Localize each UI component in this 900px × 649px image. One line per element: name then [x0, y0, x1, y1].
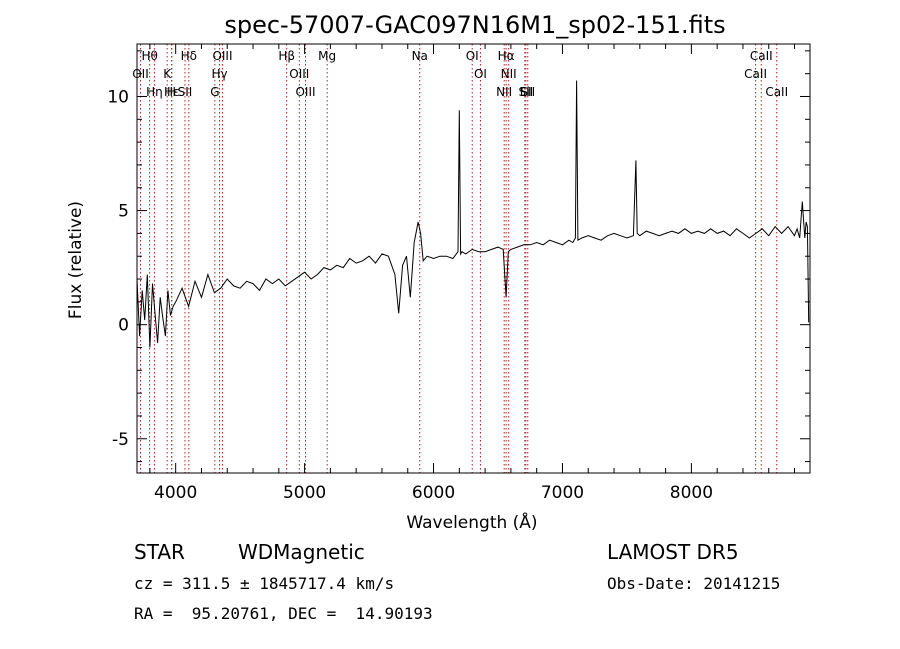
- object-subclass: WDMagnetic: [238, 540, 365, 564]
- plot-frame: [136, 43, 811, 474]
- coordinates: RA = 95.20761, DEC = 14.90193: [134, 604, 433, 623]
- line-marker-label: Mg: [318, 49, 336, 63]
- line-marker-label: CaII: [765, 85, 788, 99]
- line-marker-label: Hε: [164, 85, 180, 99]
- chart-title: spec-57007-GAC097N16M1_sp02-151.fits: [224, 11, 725, 39]
- x-tick-label: 6000: [412, 483, 455, 503]
- emission-line-markers: [139, 44, 778, 473]
- x-tick-label: 5000: [283, 483, 326, 503]
- x-axis-label: Wavelength (Å): [406, 511, 537, 533]
- line-marker-label: NII: [496, 85, 512, 99]
- y-tick-label: 10: [107, 87, 129, 107]
- line-marker-label: Na: [412, 49, 428, 63]
- observation-date: Obs-Date: 20141215: [607, 574, 781, 593]
- line-marker-label: SII: [520, 85, 535, 99]
- line-marker-label: OIII: [295, 85, 315, 99]
- line-marker-label: SII: [178, 85, 193, 99]
- object-class: STAR: [134, 540, 185, 564]
- line-marker-label: Hγ: [211, 67, 227, 81]
- line-marker-label: NII: [501, 67, 517, 81]
- line-marker-label: OI: [466, 49, 479, 63]
- line-marker-label: K: [163, 67, 172, 81]
- line-marker-label: Li: [520, 85, 530, 99]
- y-axis-label: Flux (relative): [66, 201, 86, 319]
- survey-name: LAMOST DR5: [607, 540, 739, 564]
- x-tick-label: 7000: [541, 483, 584, 503]
- x-tick-label: 8000: [670, 483, 713, 503]
- y-tick-label: 5: [118, 202, 129, 222]
- line-marker-label: Hα: [498, 49, 515, 63]
- line-marker-label: H: [167, 85, 176, 99]
- line-marker-label: OIII: [212, 49, 232, 63]
- line-marker-label: Hθ: [141, 49, 157, 63]
- line-marker-label: OIII: [289, 67, 309, 81]
- y-tick-label: -5: [112, 430, 129, 450]
- line-marker-label: CaII: [750, 49, 773, 63]
- line-marker-label: OI: [474, 67, 487, 81]
- line-marker-label: Hδ: [181, 49, 197, 63]
- y-tick-label: 0: [118, 316, 129, 336]
- redshift-velocity: cz = 311.5 ± 1845717.4 km/s: [134, 574, 395, 593]
- line-marker-label: CaII: [744, 67, 767, 81]
- x-tick-label: 4000: [154, 483, 197, 503]
- y-axis-ticks: -5 0 5 10: [107, 50, 810, 463]
- line-marker-label: Hβ: [278, 49, 295, 63]
- line-marker-label: Hη: [146, 85, 163, 99]
- line-marker-label: G: [210, 85, 219, 99]
- line-marker-label: SII: [518, 85, 533, 99]
- spectrum-line: [136, 80, 810, 348]
- x-axis-ticks: 4000 5000 6000 7000 8000: [149, 44, 796, 503]
